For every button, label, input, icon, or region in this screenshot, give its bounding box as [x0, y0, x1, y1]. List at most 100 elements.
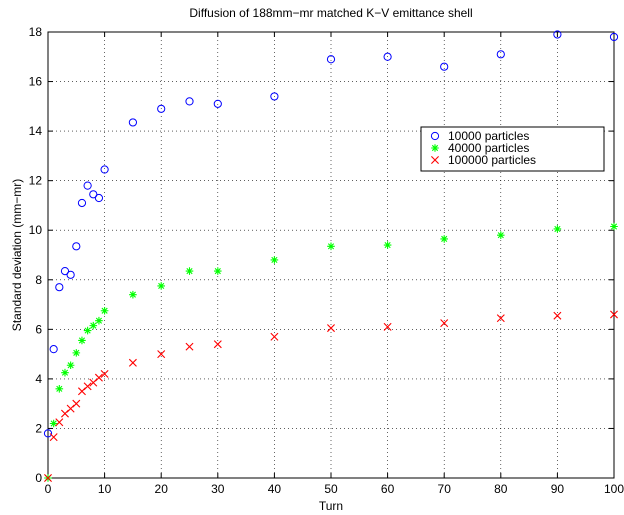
y-tick-label: 0 — [35, 471, 42, 485]
data-point — [157, 350, 166, 359]
data-point — [440, 62, 449, 71]
y-tick-label: 12 — [29, 174, 43, 188]
legend-marker — [431, 156, 439, 164]
data-point — [326, 55, 336, 64]
data-point — [55, 418, 64, 427]
data-point — [49, 419, 58, 428]
y-tick-label: 18 — [29, 25, 43, 39]
x-tick-label: 90 — [551, 482, 565, 496]
y-tick-label: 2 — [35, 421, 42, 435]
series-3 — [44, 310, 618, 482]
data-point — [327, 324, 335, 333]
y-axis-label: Standard deviation (mm−mr) — [10, 179, 24, 331]
series-2 — [44, 222, 618, 482]
data-point — [214, 267, 222, 275]
data-point — [61, 368, 69, 377]
data-point — [157, 104, 166, 113]
y-tick-label: 4 — [35, 372, 42, 386]
data-point — [72, 399, 81, 408]
data-point — [270, 332, 279, 341]
legend-box — [420, 126, 605, 172]
data-point — [60, 267, 70, 276]
y-tick-label: 6 — [35, 322, 42, 336]
data-point — [553, 30, 562, 39]
data-point — [553, 225, 562, 233]
data-point — [95, 316, 103, 325]
data-point — [496, 50, 505, 59]
data-point — [89, 190, 98, 199]
data-point — [157, 282, 165, 290]
data-point — [83, 181, 92, 190]
x-tick-label: 20 — [155, 482, 169, 496]
data-point — [185, 97, 194, 106]
data-point — [78, 336, 86, 345]
data-point — [383, 241, 392, 249]
data-point — [72, 349, 81, 357]
data-point — [610, 310, 618, 319]
legend-label: 100000 particles — [448, 153, 536, 167]
legend-marker — [430, 131, 440, 141]
points-layer — [43, 30, 619, 482]
data-point — [100, 165, 109, 174]
data-point — [49, 345, 58, 354]
grid-layer — [48, 32, 614, 478]
data-point — [43, 429, 53, 438]
data-point — [100, 306, 109, 315]
data-point — [213, 99, 222, 108]
data-point — [213, 340, 222, 349]
data-point — [496, 314, 505, 323]
data-point — [49, 433, 58, 442]
y-tick-label: 8 — [35, 273, 42, 287]
data-point — [100, 369, 109, 378]
x-tick-label: 100 — [604, 482, 624, 496]
data-point — [327, 242, 335, 251]
data-point — [129, 290, 137, 299]
x-tick-label: 50 — [324, 482, 338, 496]
x-tick-label: 0 — [45, 482, 52, 496]
data-point — [270, 256, 279, 264]
x-tick-label: 70 — [438, 482, 452, 496]
data-point — [83, 326, 92, 335]
data-point — [77, 198, 87, 208]
data-point — [44, 474, 52, 482]
data-point — [553, 311, 562, 320]
y-tick-label: 10 — [29, 223, 43, 237]
legend-label: 10000 particles — [448, 129, 529, 143]
x-tick-label: 30 — [211, 482, 225, 496]
data-point — [497, 231, 505, 239]
data-point — [72, 242, 81, 251]
data-point — [440, 235, 448, 243]
data-point — [610, 222, 618, 231]
data-point — [55, 385, 64, 393]
data-point — [185, 267, 194, 275]
data-point — [609, 32, 619, 42]
data-point — [66, 361, 75, 370]
y-tick-label: 16 — [29, 75, 43, 89]
data-point — [383, 322, 392, 331]
data-point — [440, 319, 449, 328]
data-point — [128, 118, 137, 127]
x-tick-label: 10 — [98, 482, 112, 496]
y-tick-label: 14 — [29, 124, 43, 138]
x-tick-label: 60 — [381, 482, 395, 496]
series-1 — [43, 30, 619, 438]
data-point — [89, 321, 98, 330]
chart-title: Diffusion of 188mm−mr matched K−V emitta… — [189, 6, 472, 20]
data-point — [55, 283, 64, 292]
x-axis-label: Turn — [319, 499, 343, 513]
data-point — [383, 52, 392, 61]
x-tick-label: 40 — [268, 482, 282, 496]
legend-marker — [431, 144, 439, 152]
data-point — [270, 92, 279, 101]
data-point — [128, 358, 137, 367]
plot-frame — [47, 31, 615, 479]
data-point — [83, 382, 92, 391]
x-tick-label: 80 — [494, 482, 508, 496]
data-point — [185, 342, 194, 351]
data-point — [94, 193, 104, 203]
data-point — [94, 373, 103, 382]
tick-layer: 0 10 20 30 40 50 60 70 80 90 100 0 2 4 6 8 10 12 14 16 18 — [29, 25, 624, 496]
legend-label: 40000 particles — [448, 141, 529, 155]
